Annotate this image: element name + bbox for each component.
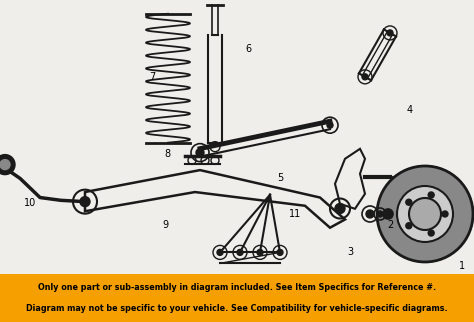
Circle shape xyxy=(406,223,412,229)
Circle shape xyxy=(383,209,393,219)
Text: 1: 1 xyxy=(459,261,465,271)
Text: 2: 2 xyxy=(387,220,393,230)
Circle shape xyxy=(257,250,263,255)
Circle shape xyxy=(335,204,345,213)
Circle shape xyxy=(196,149,204,156)
Circle shape xyxy=(377,211,383,217)
Bar xyxy=(0,274,474,322)
Text: 8: 8 xyxy=(164,149,170,159)
Text: Only one part or sub-assembly in diagram included. See Item Specifics for Refere: Only one part or sub-assembly in diagram… xyxy=(38,283,436,292)
Text: 7: 7 xyxy=(149,72,155,82)
Circle shape xyxy=(277,250,283,255)
Circle shape xyxy=(397,186,453,242)
Text: 6: 6 xyxy=(245,44,251,54)
Circle shape xyxy=(362,74,368,80)
Text: 10: 10 xyxy=(24,198,36,208)
Text: 11: 11 xyxy=(289,209,301,219)
Circle shape xyxy=(366,210,374,218)
Circle shape xyxy=(377,166,473,262)
Circle shape xyxy=(409,198,441,230)
Text: Diagram may not be specific to your vehicle. See Compatibility for vehicle-speci: Diagram may not be specific to your vehi… xyxy=(26,304,448,313)
Circle shape xyxy=(80,197,90,207)
Circle shape xyxy=(387,30,393,36)
Circle shape xyxy=(406,199,412,205)
Text: 4: 4 xyxy=(407,105,413,115)
Circle shape xyxy=(428,192,434,198)
Circle shape xyxy=(428,230,434,236)
Circle shape xyxy=(442,211,448,217)
Text: 9: 9 xyxy=(162,220,168,230)
Circle shape xyxy=(0,155,15,175)
Text: 5: 5 xyxy=(277,173,283,183)
Circle shape xyxy=(0,160,10,170)
Circle shape xyxy=(237,250,243,255)
Circle shape xyxy=(217,250,223,255)
Circle shape xyxy=(327,122,333,128)
Text: 3: 3 xyxy=(347,247,353,257)
